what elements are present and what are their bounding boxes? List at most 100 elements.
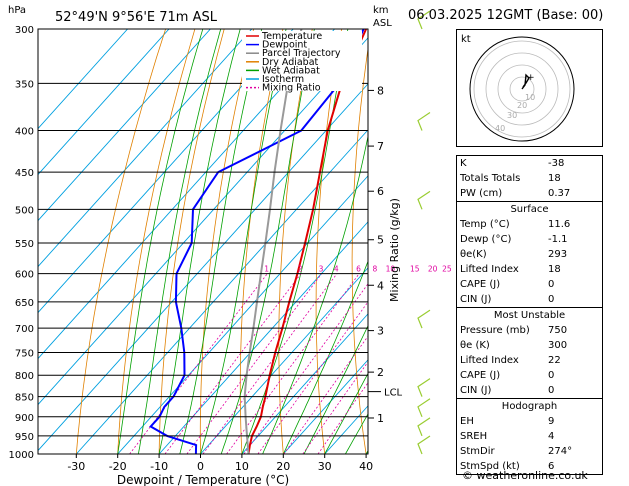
mixing-ratio-label: 25	[442, 265, 452, 274]
idx-row: CAPE (J) 0	[457, 277, 602, 292]
km-tick-label: 6	[377, 185, 384, 198]
wind-barb	[417, 398, 431, 418]
idx-row: CIN (J) 0	[457, 292, 602, 307]
x-tick-label: 40	[359, 460, 373, 473]
idx-value: 18	[548, 264, 561, 275]
idx-value: 11.6	[548, 219, 571, 230]
x-tick-label: -10	[150, 460, 168, 473]
dry-adiabat-line	[75, 29, 166, 454]
mixing-ratio-axis-label: Mixing Ratio (g/kg)	[388, 198, 401, 302]
hodo-ring	[509, 76, 535, 102]
idx-label: Pressure (mb)	[460, 325, 530, 336]
idx-label: PW (cm)	[460, 188, 503, 199]
isotherm-line	[38, 29, 294, 314]
mixing-ratio-label: 1	[264, 265, 269, 274]
hodograph-section: Hodograph EH 9 SREH 4 StmDir 274° StmSpd (k…	[457, 398, 602, 474]
idx-row: Pressure (mb) 750	[457, 323, 602, 338]
x-axis-label: Dewpoint / Temperature (°C)	[117, 473, 289, 486]
wind-barbs	[417, 10, 431, 455]
hodo-ring	[473, 40, 571, 138]
isotherm-line	[282, 359, 368, 454]
idx-label: Lifted Index	[460, 264, 519, 275]
series-line-temperature	[247, 29, 368, 454]
surface-title: Surface	[510, 204, 549, 215]
hodo-ring-label-30: 30	[507, 111, 517, 120]
idx-value: -1.1	[548, 234, 568, 245]
dry-adiabat-line	[421, 29, 449, 454]
mixing-ratio-line	[202, 273, 338, 454]
idx-value: 0	[548, 370, 555, 381]
wind-barb	[417, 309, 431, 329]
wind-barb	[417, 417, 431, 437]
legend-entry: Isotherm	[262, 74, 304, 85]
idx-row: Lifted Index 18	[457, 262, 602, 277]
hodo-ring	[485, 52, 559, 126]
idx-row: StmSpd (kt) 6	[457, 459, 602, 474]
pressure-tick-label: 450	[15, 168, 34, 179]
dry-adiabat-line	[606, 29, 629, 454]
hodo-trace	[521, 73, 530, 90]
hodograph-plot: kt 40 30 20 10 +	[461, 34, 575, 142]
hodo-storm-marker: +	[527, 73, 535, 83]
mixing-ratio-label: 20	[428, 265, 438, 274]
isotherm-line	[158, 221, 368, 454]
legend-entry: Wet Adiabat	[262, 65, 320, 76]
km-tick-label: 1	[377, 412, 384, 425]
wind-barb	[417, 10, 431, 30]
mixing-ratio-line	[186, 273, 322, 454]
pressure-tick-label: 350	[15, 79, 34, 90]
legend-entry: Temperature	[261, 31, 322, 42]
wet-adiabat-line	[117, 29, 204, 454]
isotherm-line	[200, 267, 368, 454]
pressure-tick-label: 650	[15, 298, 34, 309]
mixing-ratio-label: 2	[298, 265, 303, 274]
pressure-tick-label: 800	[15, 371, 34, 382]
idx-value: -38	[548, 158, 565, 169]
isotherm-line	[38, 37, 368, 406]
idx-label: CAPE (J)	[460, 279, 501, 290]
km-tick-label: 4	[377, 279, 384, 292]
idx-value: 22	[548, 355, 561, 366]
x-tick-label: 30	[318, 460, 332, 473]
station-location: 52°49'N 9°56'E 71m ASL	[55, 10, 218, 25]
mixing-ratio-line	[129, 273, 268, 454]
x-tick-label: 0	[197, 460, 204, 473]
surface-section: Surface Temp (°C) 11.6 Dewp (°C) -1.1 θe(K…	[457, 201, 602, 307]
x-tick-label: -20	[109, 460, 127, 473]
pressure-tick-label: 400	[15, 127, 34, 138]
wind-barb	[417, 112, 431, 131]
mixing-ratio-label: 10	[386, 265, 396, 274]
idx-row-pw: PW (cm) 0.37	[457, 186, 602, 201]
mixing-ratio-line	[302, 361, 368, 454]
legend-entry: Dewpoint	[262, 40, 307, 51]
lcl-label: LCL	[384, 388, 403, 399]
idx-value: 0	[548, 294, 555, 305]
mixing-ratio-label: 8	[373, 265, 378, 274]
idx-value: 0	[548, 385, 555, 396]
wind-barb	[417, 190, 431, 210]
mixing-ratio-label: 6	[356, 265, 361, 274]
mixing-ratio-label: 4	[334, 265, 339, 274]
hodo-kt-label: kt	[461, 34, 471, 45]
legend-bg	[242, 31, 362, 91]
legend-entry: Mixing Ratio	[262, 83, 321, 94]
idx-row: StmDir 274°	[457, 444, 602, 459]
km-tick-label: 7	[377, 140, 384, 153]
hodo-ring	[497, 64, 547, 114]
pressure-tick-label: 300	[15, 25, 34, 36]
idx-value: 9	[548, 416, 555, 427]
idx-label: K	[460, 158, 467, 169]
idx-row: Dewp (°C) -1.1	[457, 232, 602, 247]
km-tick-label: 2	[377, 366, 384, 379]
dry-adiabat-line	[117, 29, 196, 454]
idx-label: θe(K)	[460, 249, 487, 260]
idx-row: CIN (J) 0	[457, 383, 602, 398]
indices-table: K -38 Totals Totals 18 PW (cm) 0.37 Surface…	[456, 155, 603, 475]
idx-value: 750	[548, 325, 568, 336]
idx-label: θe (K)	[460, 340, 490, 351]
idx-value: 18	[548, 173, 561, 184]
pressure-tick-label: 750	[15, 348, 34, 359]
idx-row: θe (K) 300	[457, 338, 602, 353]
plot-frame	[37, 28, 369, 455]
